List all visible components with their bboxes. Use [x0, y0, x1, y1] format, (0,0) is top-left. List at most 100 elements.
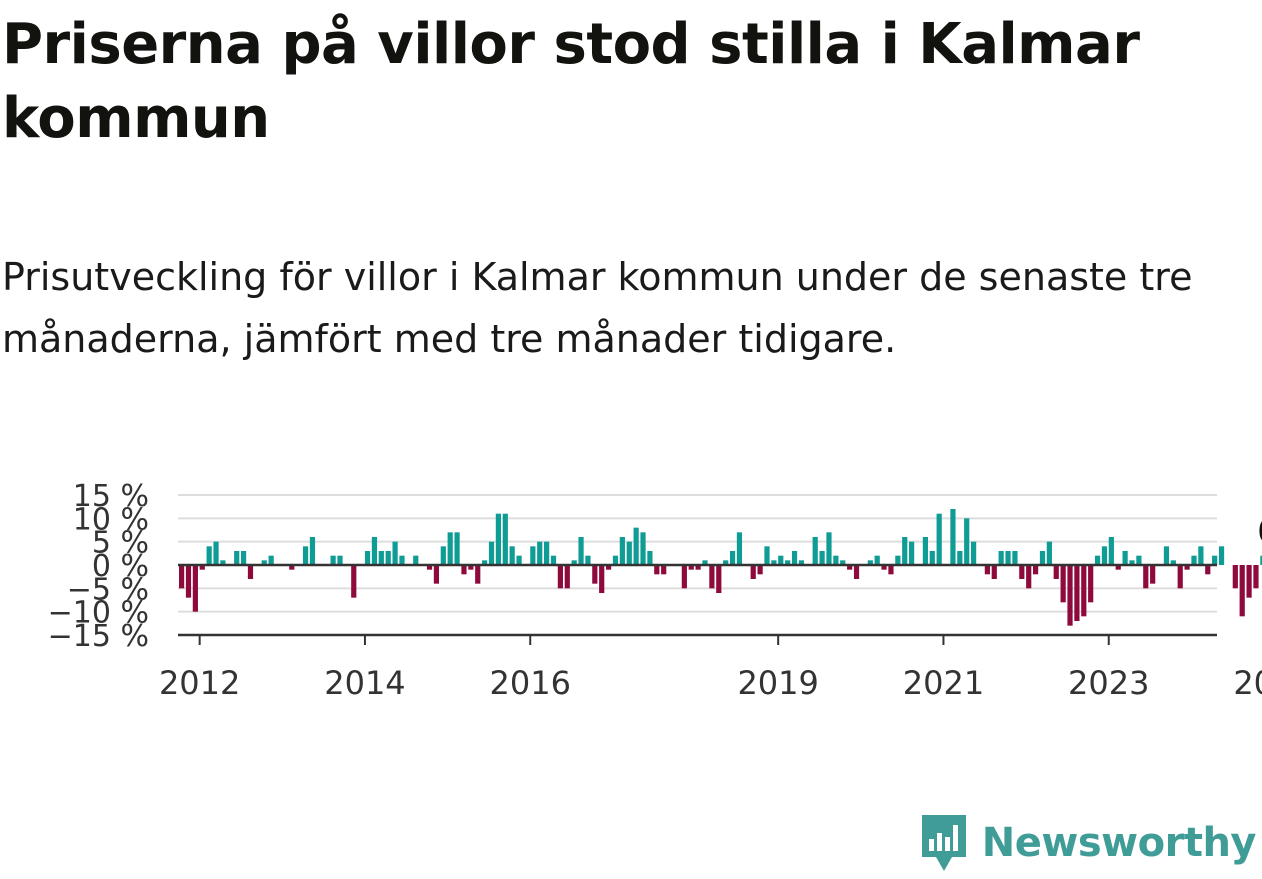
bar [867, 560, 873, 565]
bar [1053, 565, 1059, 579]
bar [1101, 546, 1108, 565]
y-tick-label: −10 % [48, 596, 149, 631]
bar [702, 560, 708, 565]
bar [833, 555, 839, 565]
bar [1212, 555, 1218, 565]
bar [695, 565, 701, 570]
bar [1067, 565, 1073, 626]
bar [220, 560, 226, 565]
bar [385, 551, 391, 565]
bar [654, 565, 660, 575]
bar [1122, 551, 1128, 565]
x-axis-ticks: 2012 2014 2016 2019 2021 2023 2025 [159, 635, 1262, 702]
bar [798, 560, 805, 565]
bar [599, 565, 605, 593]
y-tick-label: 0 % [92, 549, 149, 584]
bar [1218, 546, 1225, 565]
bar [984, 565, 990, 575]
bar [840, 560, 846, 565]
bar [516, 555, 522, 565]
bar [819, 551, 825, 565]
bar [771, 560, 777, 565]
bar [1046, 541, 1052, 565]
bar [922, 537, 928, 565]
bar [736, 532, 743, 565]
bar [571, 560, 577, 565]
bar [936, 513, 942, 565]
bar [1143, 565, 1149, 589]
newsworthy-logo-icon [921, 815, 966, 871]
bar [874, 555, 880, 565]
bar [826, 532, 832, 565]
bar [509, 546, 515, 565]
bar [785, 560, 791, 565]
bar [853, 565, 860, 579]
bar [1094, 555, 1101, 565]
bar [268, 555, 274, 565]
bar [647, 551, 653, 565]
x-tick-label: 2023 [1068, 664, 1149, 702]
x-tick-label: 2025 [1233, 664, 1262, 702]
last-value-label: 0 % [1257, 514, 1262, 550]
bar [1039, 551, 1046, 565]
bar [1060, 565, 1066, 603]
bar [1205, 565, 1211, 575]
bar [626, 541, 632, 565]
bar [929, 551, 935, 565]
bar [482, 560, 488, 565]
bar [1019, 565, 1025, 579]
bar [661, 565, 667, 575]
axes [178, 563, 1217, 637]
bar [847, 565, 853, 570]
bar [399, 555, 405, 565]
bar [750, 565, 756, 579]
bar [764, 546, 770, 565]
bar [371, 537, 378, 565]
y-tick-label: 15 % [73, 479, 149, 514]
bar [192, 565, 198, 612]
bar [1032, 565, 1039, 575]
bar [440, 546, 446, 565]
bar [1005, 551, 1011, 565]
bar [592, 565, 598, 584]
bar [778, 555, 784, 565]
bar [468, 565, 474, 570]
bar [640, 532, 646, 565]
bar [716, 565, 722, 593]
bar [612, 555, 619, 565]
x-tick-label: 2021 [903, 664, 984, 702]
bar [1239, 565, 1245, 617]
bar [991, 565, 997, 579]
bar [1012, 551, 1018, 565]
bar [213, 541, 219, 565]
bar [812, 537, 818, 565]
price-change-bar-chart: 15 %10 %5 %0 %−5 %−10 %−15 % 2012 2014 201… [48, 479, 1262, 702]
bar [1136, 555, 1142, 565]
bar [426, 565, 433, 570]
bar [1191, 555, 1197, 565]
bar [475, 565, 481, 584]
bar [413, 555, 419, 565]
bar [206, 546, 212, 565]
bar [1081, 565, 1087, 617]
bar [537, 541, 543, 565]
bar [964, 518, 970, 565]
bar [447, 532, 453, 565]
bar [1115, 565, 1121, 570]
bar [895, 555, 901, 565]
bar [971, 541, 977, 565]
bar [729, 551, 736, 565]
bar [234, 551, 240, 565]
bar [578, 537, 584, 565]
bar [302, 546, 309, 565]
bar [433, 565, 440, 584]
bar [1150, 565, 1156, 584]
bar [557, 565, 563, 589]
bar [998, 551, 1004, 565]
bar [179, 565, 185, 589]
bar [791, 551, 798, 565]
y-axis-ticks: 15 %10 %5 %0 %−5 %−10 %−15 % [48, 479, 149, 654]
bar [199, 565, 205, 570]
bar [1129, 560, 1135, 565]
bar [709, 565, 715, 589]
